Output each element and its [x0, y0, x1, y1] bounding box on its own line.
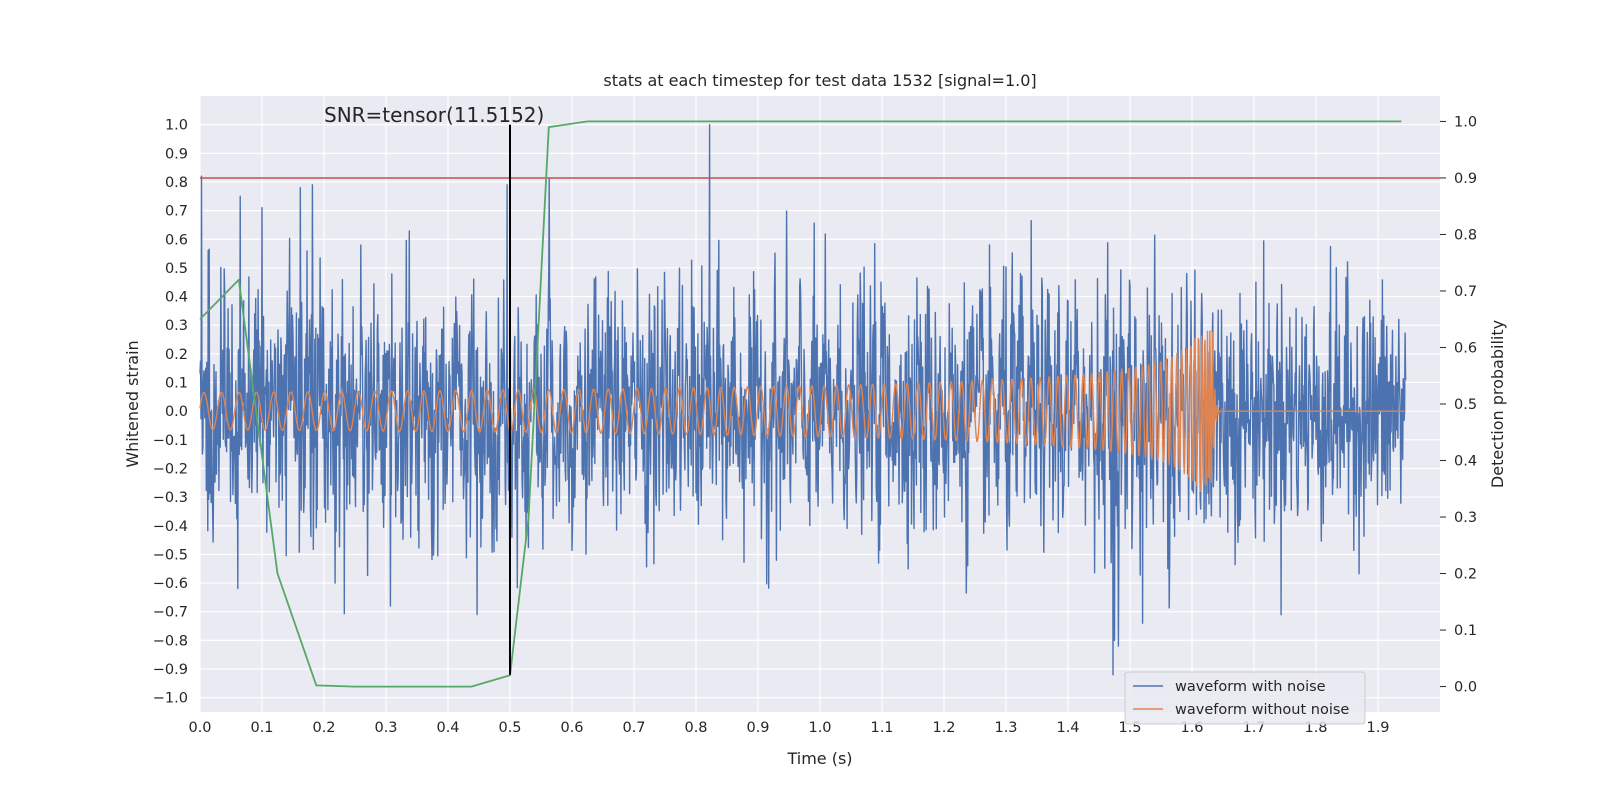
x-tick-label: 0.6: [560, 720, 583, 736]
x-tick-label: 0.0: [188, 720, 211, 736]
y-tick-label: 0.9: [165, 146, 188, 162]
y2-tick-label: 0.7: [1454, 284, 1477, 300]
y2-tick-label: 0.0: [1454, 680, 1477, 696]
y-tick-label: 0.4: [165, 290, 188, 306]
y-tick-label: −0.5: [153, 547, 188, 563]
y-tick-label: 0.2: [165, 347, 188, 363]
y-tick-label: −0.2: [153, 461, 188, 477]
chart-title: stats at each timestep for test data 153…: [603, 71, 1036, 90]
y-tick-label: 0.8: [165, 175, 188, 191]
y2-axis-label: Detection probability: [1488, 320, 1507, 488]
legend-box: [1124, 671, 1366, 725]
x-tick-label: 0.9: [746, 720, 769, 736]
y2-tick-label: 1.0: [1454, 114, 1477, 130]
tick-labels: 0.0 0.1 0.2 0.3 0.4 0.5 0.6 0.7 0.8 0.9 1.0 1.1 1.2 1…: [153, 114, 1477, 736]
x-tick-label: 0.7: [622, 720, 645, 736]
y2-tick-label: 0.4: [1454, 454, 1477, 470]
x-tick-label: 1.1: [870, 720, 893, 736]
y-tick-label: 0.7: [165, 204, 188, 220]
x-axis-label: Time (s): [786, 749, 852, 768]
x-tick-label: 0.1: [250, 720, 273, 736]
waveform-without-noise-line: [199, 330, 1406, 493]
y-tick-label: −0.8: [153, 633, 188, 649]
y2-tick-label: 0.5: [1454, 397, 1477, 413]
y-tick-label: −0.4: [153, 519, 188, 535]
y-tick-label: −0.9: [153, 662, 188, 678]
y2-tick-label: 0.9: [1454, 171, 1477, 187]
y2-tick-label: 0.6: [1454, 340, 1477, 356]
x-tick-label: 0.5: [498, 720, 521, 736]
x-tick-label: 0.3: [374, 720, 397, 736]
x-tick-label: 0.8: [684, 720, 707, 736]
x-tick-label: 1.2: [932, 720, 955, 736]
y-tick-label: 1.0: [165, 118, 188, 134]
legend-label-noise: waveform with noise: [1175, 679, 1326, 695]
x-tick-label: 0.2: [312, 720, 335, 736]
y-axis-label: Whitened strain: [123, 340, 142, 467]
y-tick-label: 0.3: [165, 318, 188, 334]
y2-tick-label: 0.3: [1454, 510, 1477, 526]
x-tick-label: 1.9: [1366, 720, 1389, 736]
x-tick-label: 1.3: [994, 720, 1017, 736]
snr-annotation: SNR=tensor(11.5152): [324, 103, 544, 127]
y-tick-label: −0.3: [153, 490, 188, 506]
y-tick-label: −0.1: [153, 433, 188, 449]
legend: waveform with noise waveform without noi…: [1124, 671, 1366, 725]
y-tick-label: −1.0: [153, 691, 188, 707]
y-tick-label: 0.6: [165, 232, 188, 248]
legend-label-clean: waveform without noise: [1175, 702, 1349, 718]
y-tick-label: 0.0: [165, 404, 188, 420]
y-tick-label: 0.1: [165, 376, 188, 392]
y-tick-label: −0.6: [153, 576, 188, 592]
series-layer: [199, 120, 1440, 688]
x-tick-label: 0.4: [436, 720, 459, 736]
y2-tick-label: 0.2: [1454, 567, 1477, 583]
y2-tick-label: 0.8: [1454, 227, 1477, 243]
x-tick-label: 1.0: [808, 720, 831, 736]
x-tick-label: 1.4: [1056, 720, 1079, 736]
y-tick-label: 0.5: [165, 261, 188, 277]
detection-probability-line: [199, 120, 1402, 688]
y-tick-label: −0.7: [153, 605, 188, 621]
y2-tick-label: 0.1: [1454, 623, 1477, 639]
